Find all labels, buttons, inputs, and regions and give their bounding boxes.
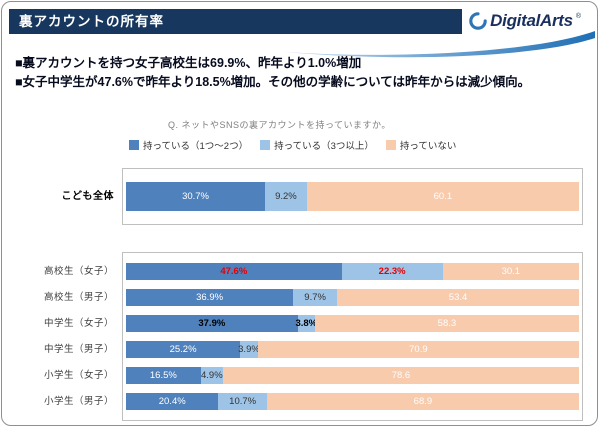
row-label: 高校生（男子）: [43, 292, 114, 303]
row-label: 中学生（女子）: [43, 318, 114, 329]
legend-item: 持っている（3つ以上）: [260, 138, 374, 152]
bar-segment-none: 58.3: [314, 315, 579, 332]
bar-value-label: 78.6: [391, 370, 411, 381]
bar-segment-none: 68.9: [266, 393, 579, 410]
bar-value-label: 37.9%: [198, 318, 226, 329]
row-label: 小学生（男子）: [43, 396, 114, 407]
bar-segment-none: 78.6: [222, 367, 579, 384]
bar-segment-have-3plus: 9.7%: [293, 289, 338, 306]
stacked-bar: 20.4% 10.7% 68.9: [126, 393, 579, 410]
bar-segment-have-1to2: 30.7%: [126, 182, 266, 211]
bar-value-label: 53.4: [448, 292, 468, 303]
bar-segment-none: 53.4: [337, 289, 579, 306]
bar-value-label: 25.2%: [169, 344, 197, 355]
bar-value-label: 58.3: [437, 318, 457, 329]
row-label: こども全体: [61, 191, 114, 202]
stacked-bar: 37.9% 3.8% 58.3: [126, 315, 579, 332]
bar-value-label: 9.7%: [304, 292, 326, 303]
bar-value-label: 9.2%: [275, 191, 297, 202]
bar-segment-none: 60.1: [306, 182, 579, 211]
row-label: 小学生（女子）: [43, 370, 114, 381]
overall-labels-column: こども全体: [16, 168, 122, 225]
overall-chart-section: こども全体 30.7% 9.2% 60.1: [16, 168, 583, 225]
legend-item: 持っていない: [385, 138, 457, 152]
row-label: 高校生（女子）: [43, 266, 114, 277]
bar-segment-have-1to2: 36.9%: [126, 289, 294, 306]
bar-value-label: 16.5%: [149, 370, 177, 381]
stacked-bar: 36.9% 9.7% 53.4: [126, 289, 579, 306]
legend-swatch: [385, 140, 396, 150]
bar-segment-have-1to2: 47.6%: [126, 263, 342, 280]
bar-segment-have-3plus: 22.3%: [341, 263, 443, 280]
bar-value-label: 10.7%: [229, 396, 257, 407]
swoosh-decoration: [285, 31, 595, 58]
overall-plot-area: 30.7% 9.2% 60.1: [122, 168, 583, 225]
stacked-bar: 30.7% 9.2% 60.1: [126, 182, 579, 211]
bar-value-label: 30.1: [501, 266, 521, 277]
bullet-line: ■女子中学生が47.6%で昨年より18.5%増加。その他の学齢については昨年から…: [15, 74, 531, 89]
bullet-line: ■裏アカウントを持つ女子高校生は69.9%、昨年より1.0%増加: [15, 56, 362, 70]
row-label: 中学生（男子）: [43, 344, 114, 355]
bar-value-label: 70.9: [409, 344, 428, 355]
legend-swatch: [260, 140, 271, 150]
bar-value-label: 3.8%: [295, 318, 318, 329]
bar-value-label: 22.3%: [378, 266, 406, 277]
bar-segment-have-3plus: 4.9%: [200, 367, 223, 384]
bar-value-label: 3.9%: [238, 344, 260, 355]
bar-segment-none: 30.1: [442, 263, 579, 280]
bar-segment-have-3plus: 3.9%: [238, 341, 260, 358]
bar-value-label: 36.9%: [196, 292, 224, 303]
bar-segment-have-3plus: 10.7%: [218, 393, 267, 410]
registered-mark: ®: [575, 13, 581, 20]
bar-segment-have-1to2: 20.4%: [126, 393, 219, 410]
chart-legend: 持っている（1つ〜2つ） 持っている（3つ以上） 持っていない: [129, 138, 456, 152]
bar-value-label: 30.7%: [182, 191, 209, 202]
page-title: 裏アカウントの所有率: [9, 9, 462, 34]
bar-segment-none: 70.9: [257, 341, 579, 358]
chart-question: Q. ネットやSNSの裏アカウントを持っていますか。: [168, 120, 391, 130]
bar-value-label: 47.6%: [220, 266, 248, 277]
bar-segment-have-3plus: 9.2%: [265, 182, 307, 211]
legend-label: 持っていない: [399, 141, 457, 152]
bar-value-label: 4.9%: [201, 370, 223, 381]
bar-value-label: 60.1: [433, 191, 453, 202]
digitalarts-swirl-icon: [469, 12, 487, 30]
bar-segment-have-3plus: 3.8%: [295, 315, 318, 332]
stacked-bar: 47.6% 22.3% 30.1: [126, 263, 579, 280]
stacked-bar: 25.2% 3.9% 70.9: [126, 341, 579, 358]
bar-segment-have-1to2: 25.2%: [126, 341, 241, 358]
bar-segment-have-1to2: 16.5%: [126, 367, 201, 384]
breakdown-plot-area: 47.6% 22.3% 30.1 36.9% 9.7% 53.4 37.9% 3.8% 58.3…: [122, 252, 583, 421]
logo-text: DigitalArts: [490, 11, 573, 30]
bar-value-label: 68.9: [413, 396, 433, 407]
digitalarts-logo: DigitalArts ®: [469, 11, 581, 31]
legend-item: 持っている（1つ〜2つ）: [129, 138, 248, 152]
legend-label: 持っている（1つ〜2つ）: [143, 141, 249, 152]
legend-label: 持っている（3つ以上）: [274, 141, 374, 152]
breakdown-chart-section: 高校生（女子） 高校生（男子） 中学生（女子） 中学生（男子） 小学生（女子） 小学生（男…: [16, 252, 583, 421]
summary-bullets: ■裏アカウントを持つ女子高校生は69.9%、昨年より1.0%増加 ■女子中学生が…: [15, 54, 569, 92]
breakdown-labels-column: 高校生（女子） 高校生（男子） 中学生（女子） 中学生（男子） 小学生（女子） 小学生（男…: [16, 252, 122, 421]
legend-swatch: [129, 140, 139, 150]
bar-segment-have-1to2: 37.9%: [126, 315, 298, 332]
stacked-bar: 16.5% 4.9% 78.6: [126, 367, 579, 384]
bar-value-label: 20.4%: [158, 396, 186, 407]
